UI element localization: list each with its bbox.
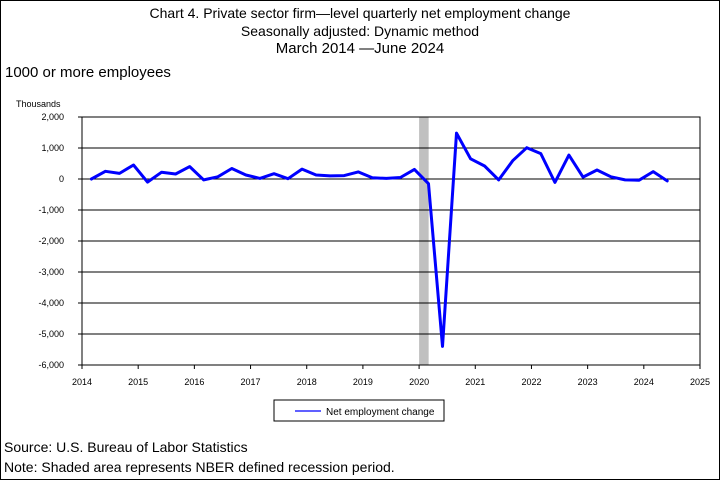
x-tick-label: 2018 (297, 377, 317, 387)
y-tick-label: -6,000 (38, 360, 64, 370)
y-tick-label: 2,000 (41, 112, 64, 122)
y-tick-label: 1,000 (41, 143, 64, 153)
chart-title: Chart 4. Private sector firm—level quart… (149, 5, 571, 21)
data-point (525, 146, 528, 149)
y-tick-label: -4,000 (38, 298, 64, 308)
series-line (89, 131, 669, 348)
data-point (104, 170, 107, 173)
data-point (666, 179, 669, 183)
data-point (272, 172, 276, 175)
x-tick-label: 2019 (353, 377, 373, 387)
data-point (314, 173, 318, 177)
data-point (230, 167, 234, 170)
data-point (188, 165, 191, 168)
data-point (118, 172, 121, 175)
data-point (609, 175, 613, 179)
y-tick-label: -3,000 (38, 267, 64, 277)
data-point (385, 177, 388, 180)
firm-size-label: 1000 or more employees (5, 64, 171, 81)
y-axis-unit-label: Thousands (16, 99, 61, 109)
data-point (160, 170, 163, 174)
y-tick-label: -2,000 (38, 236, 64, 246)
data-point (300, 167, 304, 171)
recession-note: Note: Shaded area represents NBER define… (4, 459, 395, 475)
data-point (497, 178, 500, 182)
data-point (567, 153, 571, 157)
data-point (427, 182, 430, 185)
data-point (286, 177, 290, 180)
data-point (146, 180, 149, 184)
data-point (455, 131, 458, 135)
x-tick-label: 2024 (634, 377, 654, 387)
y-tick-label: -5,000 (38, 329, 64, 339)
x-tick-label: 2016 (184, 377, 204, 387)
data-point (595, 168, 599, 172)
data-point (90, 177, 93, 181)
legend-label: Net employment change (326, 407, 435, 418)
data-point (216, 175, 219, 179)
chart-subtitle: Seasonally adjusted: Dynamic method (240, 23, 480, 39)
x-tick-label: 2014 (72, 377, 92, 387)
data-point (441, 345, 444, 348)
x-tick-label: 2022 (521, 377, 541, 387)
data-point (174, 172, 177, 176)
x-tick-label: 2015 (128, 377, 148, 387)
data-point (413, 168, 416, 171)
data-point (132, 163, 135, 167)
data-point (637, 179, 641, 182)
x-tick-label: 2021 (465, 377, 485, 387)
source-note: Source: U.S. Bureau of Labor Statistics (4, 439, 248, 455)
x-tick-label: 2020 (409, 377, 429, 387)
y-tick-label: 0 (59, 174, 64, 184)
data-point (651, 170, 655, 173)
data-point (511, 159, 514, 162)
data-point (483, 164, 486, 168)
x-tick-label: 2023 (578, 377, 598, 387)
data-point (539, 152, 543, 155)
y-tick-label: -1,000 (38, 205, 64, 215)
data-point (553, 181, 557, 184)
data-point (244, 173, 248, 177)
data-point (342, 174, 346, 177)
chart-date-range: March 2014 —June 2024 (275, 40, 445, 57)
data-point (581, 175, 585, 179)
data-point (399, 176, 402, 179)
data-point (371, 176, 374, 179)
data-point (202, 178, 205, 182)
data-point (357, 170, 360, 174)
legend-box (273, 399, 445, 422)
data-point (623, 178, 627, 182)
data-point (258, 177, 262, 180)
data-point (328, 174, 332, 178)
x-tick-label: 2025 (690, 377, 710, 387)
chart-title-block: Chart 4. Private sector firm—level quart… (0, 4, 720, 58)
x-tick-label: 2017 (241, 377, 261, 387)
data-point (469, 157, 472, 161)
